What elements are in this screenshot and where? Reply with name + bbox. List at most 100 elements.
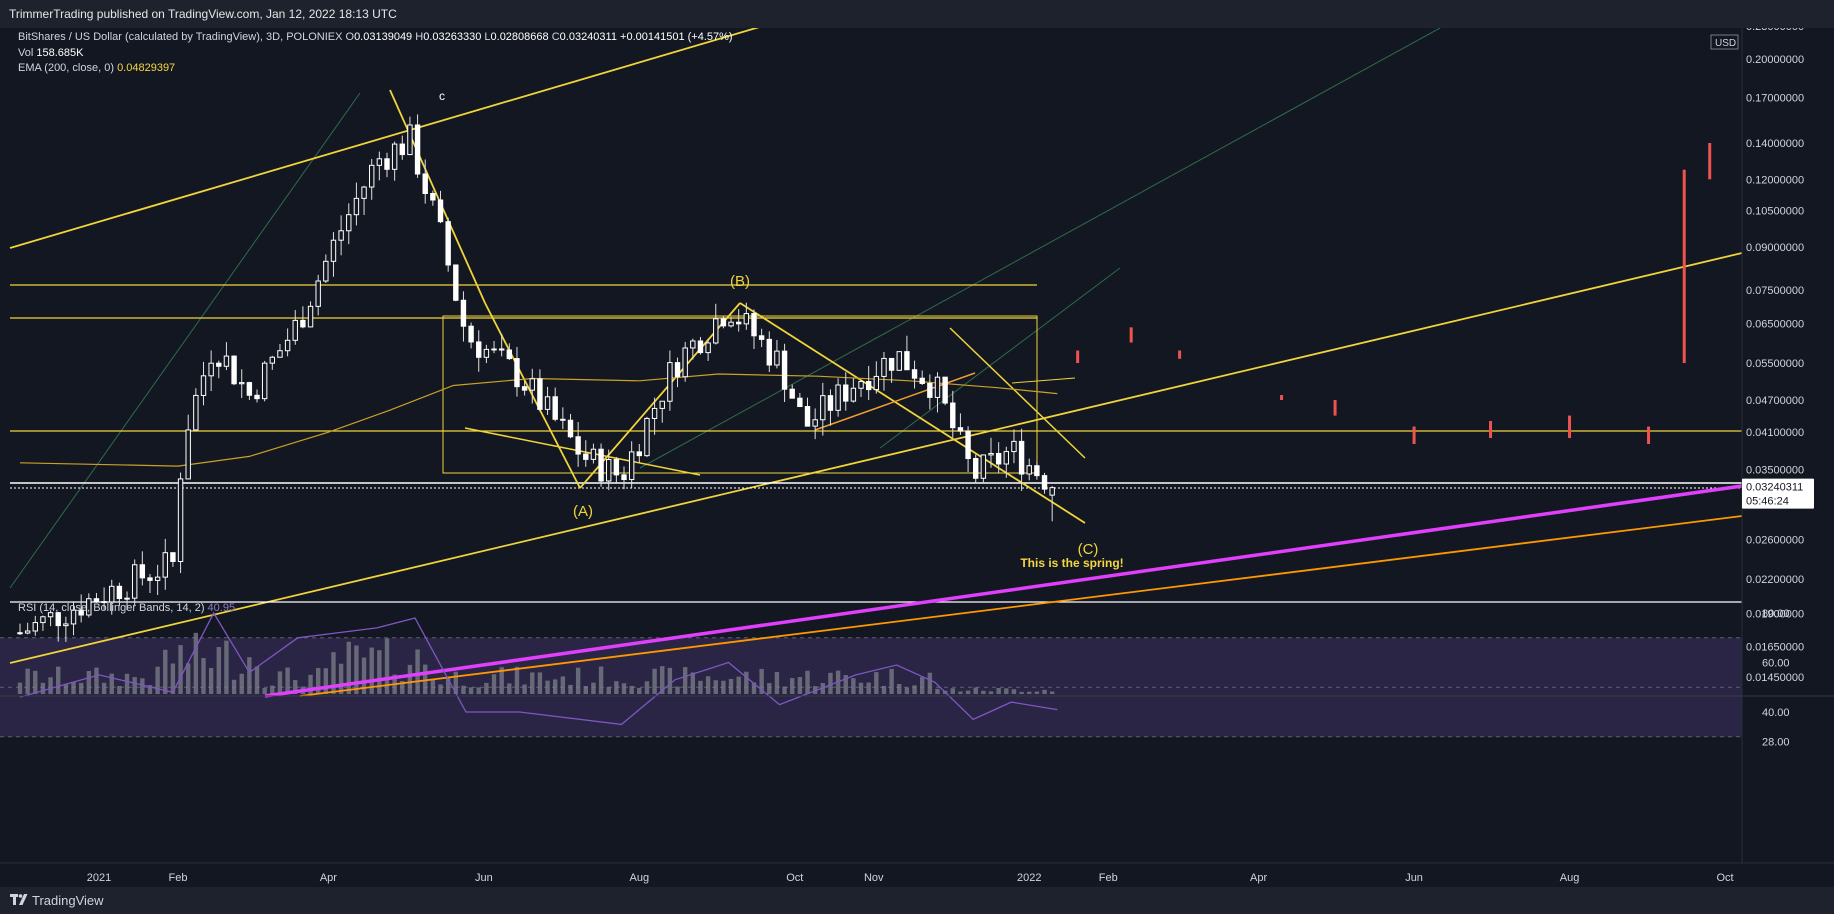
projection-bar [1568,415,1572,439]
countdown-label: 05:46:24 [1746,496,1789,508]
time-tick-label: 2021 [87,872,111,884]
wave-label-a: (A) [573,503,593,520]
volume-bar [866,682,871,694]
volume-bar [660,666,665,694]
candle-body [1018,440,1025,475]
volume-bar [71,681,76,694]
candle-body [24,630,31,634]
candle-body [980,454,987,479]
candle-body [858,381,864,389]
volume-bar [491,674,497,694]
volume-bar [338,663,344,694]
volume-bar [430,678,436,694]
volume-bar [354,645,359,694]
volume-bar [384,638,390,694]
volume-bar [1011,689,1017,694]
candle-body [200,375,207,396]
volume-bar [361,657,367,694]
candle-body [904,351,910,371]
symbol-title: BitShares / US Dollar (calculated by Tra… [18,31,343,43]
candle-body [185,429,191,480]
projection-bar [1412,426,1416,444]
candle-body [330,239,337,262]
volume-bar [805,670,810,694]
time-tick-label: Jun [1405,872,1423,884]
candle-body [797,397,803,408]
volume-bar [981,690,986,694]
candle-body [116,585,123,600]
volume-bar [537,672,543,694]
candle-body [147,577,153,581]
volume-bar [606,686,611,694]
candle-body [529,378,535,391]
volume-bar [377,650,382,694]
candle-body [1011,440,1017,453]
candle-body [758,335,765,340]
volume-bar [996,688,1001,694]
volume-bar [476,687,481,694]
volume-bar [1027,691,1032,694]
time-tick-label: Oct [786,872,803,884]
candle-body [911,369,918,379]
candle-body [353,197,360,216]
price-tick-label: 0.14000000 [1746,138,1804,150]
volume-bar [56,666,61,694]
tradingview-logo-icon [10,894,28,905]
candle-body [934,376,941,398]
chart-area[interactable]: (A) (B) (C) c This is the spring! 0.23000000… [0,17,1834,887]
volume-bar [530,672,535,694]
candle-body [896,351,902,371]
volume-bar [170,663,176,694]
candle-body [682,347,688,378]
rsi-tick-label: 60.00 [1762,658,1790,670]
volume-bar [919,677,925,694]
candle-body [942,376,948,404]
volume-bar [140,678,145,694]
volume-bar [1049,691,1055,694]
candle-body [575,436,581,455]
rsi-tick-label: 28.00 [1762,737,1790,749]
volume-bar [637,687,642,694]
volume-bar [277,671,283,694]
channel-top [9,17,791,249]
volume-bar [568,684,573,694]
candle-body [659,400,665,409]
volume-bar [843,675,848,694]
candle-body [476,341,482,358]
volume-bar [468,687,474,694]
volume-bar [767,683,772,694]
price-tick-label: 0.04100000 [1746,427,1804,439]
volume-bar [445,676,451,694]
published-text: TrimmerTrading published on TradingView.… [9,7,397,21]
volume-bar [109,673,114,694]
volume-bar [874,672,879,694]
volume-bar [124,673,130,694]
projection-bar [1682,169,1686,364]
time-tick-label: Feb [169,872,188,884]
candle-body [713,318,719,344]
published-caption: TrimmerTrading published on TradingView.… [0,0,1834,28]
volume-bar [935,688,940,694]
candle-body [468,325,474,343]
volume-bar [667,667,673,694]
candle-body [1041,475,1048,490]
time-tick-label: 2022 [1017,872,1041,884]
volume-bar [690,672,696,694]
projection-bars [1076,142,1712,444]
chart-svg[interactable]: (A) (B) (C) c This is the spring! 0.23000000… [0,17,1834,887]
candle-body [407,124,413,156]
volume-bar [132,677,137,694]
volume-bar [828,672,833,694]
guide-line [9,92,361,589]
candle-body [430,192,436,201]
candle-body [323,260,329,282]
volume-bar [988,691,994,694]
volume-bar [33,670,38,694]
rsi-label: RSI (14, close, Bollinger Bands, 14, 2) [18,602,205,614]
volume-bar [48,677,53,694]
volume-bar [201,658,206,694]
open-label: O [345,31,355,43]
candle-body [735,321,742,325]
projection-bar [1076,350,1080,364]
candle-body [300,319,306,328]
